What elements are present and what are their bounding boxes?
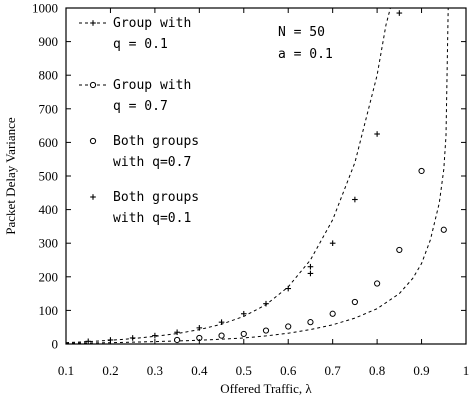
legend-label-2-line2: with q=0.7 <box>113 155 191 170</box>
legend-label-1-line1: Group with <box>113 78 191 93</box>
legend: Group with q = 0.1 Group with q = 0.7 Both g… <box>79 16 199 226</box>
series-2-point-9 <box>374 280 381 287</box>
y-tick-label-8: 800 <box>39 68 59 83</box>
legend-item-2: Both groups with q=0.7 <box>89 134 199 170</box>
legend-marker-2 <box>89 137 97 145</box>
legend-label-0-line2: q = 0.1 <box>113 37 168 52</box>
x-tick-label-8: 0.9 <box>413 363 429 378</box>
x-tick-label-6: 0.7 <box>325 363 342 378</box>
series-3-point-9 <box>285 285 292 292</box>
legend-label-3-line1: Both groups <box>113 190 199 205</box>
legend-marker-1 <box>89 81 97 89</box>
series-2-point-6 <box>307 319 314 326</box>
series-3-point-4 <box>174 329 180 336</box>
y-tick-label-1: 100 <box>39 303 59 318</box>
series-2-point-2 <box>218 332 225 339</box>
annotation-n: N = 50 <box>278 25 325 40</box>
series-2-point-10 <box>396 246 403 254</box>
legend-item-1: Group with q = 0.7 <box>79 78 191 114</box>
series-3-point-12 <box>329 240 336 246</box>
series-2-point-12 <box>440 226 447 233</box>
x-tick-label-5: 0.6 <box>280 363 297 378</box>
series-3-point-0 <box>85 338 92 344</box>
y-tick-label-2: 200 <box>39 269 59 284</box>
x-tick-label-7: 0.8 <box>369 363 385 378</box>
series-2-point-0 <box>174 336 181 344</box>
legend-label-2-line1: Both groups <box>113 134 199 149</box>
y-tick-label-6: 600 <box>39 135 59 150</box>
x-tick-label-3: 0.4 <box>191 363 208 378</box>
series-2-point-7 <box>329 310 336 317</box>
legend-marker-3 <box>90 194 96 200</box>
series-3-point-10 <box>307 263 314 270</box>
legend-label-3-line2: with q=0.1 <box>113 211 191 226</box>
series-2-point-4 <box>262 327 270 334</box>
annotation-a: a = 0.1 <box>278 47 333 62</box>
x-tick-label-2: 0.3 <box>147 363 163 378</box>
series-3-point-7 <box>240 310 247 317</box>
x-tick-label-9: 1 <box>463 363 470 378</box>
series-3-point-3 <box>152 332 158 339</box>
series-3-point-14 <box>374 131 380 137</box>
series-3-point-8 <box>263 300 269 307</box>
series-3-point-6 <box>218 319 225 325</box>
axis-ticks: 0.1 0.2 0.3 0.4 0.5 0.6 0.7 0.8 0.9 1 0 100 200 300 40… <box>32 1 469 379</box>
legend-item-3: Both groups with q=0.1 <box>90 190 199 226</box>
y-tick-label-5: 500 <box>39 169 59 184</box>
series-3-point-13 <box>352 196 358 203</box>
y-tick-label-0: 0 <box>52 337 59 352</box>
series-3-point-15 <box>396 10 403 16</box>
y-tick-label-4: 400 <box>39 202 59 217</box>
x-axis-label: Offered Traffic, λ <box>220 381 312 396</box>
y-tick-label-9: 900 <box>39 34 59 49</box>
series-3-point-11 <box>307 270 314 277</box>
legend-label-0-line1: Group with <box>113 16 191 31</box>
y-axis-label: Packet Delay Variance <box>3 117 18 235</box>
series-3-point-2 <box>129 335 136 341</box>
series-2-point-5 <box>285 323 292 330</box>
legend-item-0: Group with q = 0.1 <box>79 16 191 52</box>
legend-label-1-line2: q = 0.7 <box>113 99 168 114</box>
x-tick-label-4: 0.5 <box>236 363 252 378</box>
x-tick-label-0: 0.1 <box>58 363 74 378</box>
x-tick-label-1: 0.2 <box>102 363 118 378</box>
series-3-point-5 <box>196 325 203 331</box>
series-2-point-8 <box>351 298 358 306</box>
legend-marker-0 <box>90 20 96 26</box>
series-2-point-11 <box>418 167 425 175</box>
y-tick-label-7: 700 <box>39 101 59 116</box>
y-tick-label-10: 1000 <box>32 1 58 16</box>
series-2-point-3 <box>240 330 247 338</box>
y-tick-label-3: 300 <box>39 236 59 251</box>
